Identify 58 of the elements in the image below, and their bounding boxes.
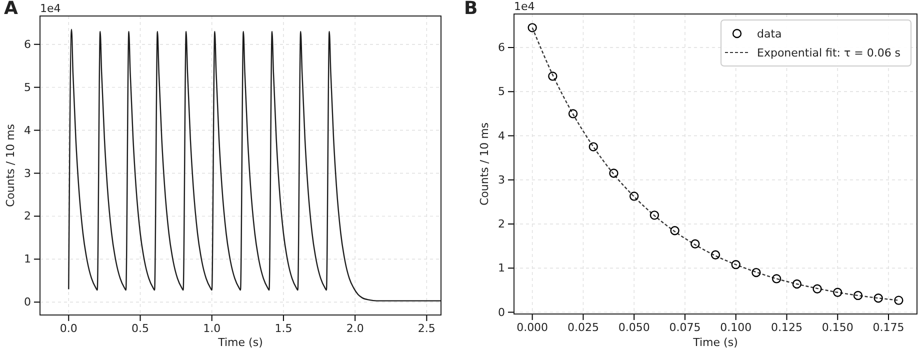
y-tick-label: 0: [498, 306, 505, 319]
x-tick-label: 2.5: [418, 322, 436, 335]
y-tick-label: 2: [24, 210, 31, 223]
point: [710, 250, 720, 260]
point: [812, 284, 822, 294]
x-tick-label: 0.025: [567, 320, 599, 334]
x-tick-label: 0.100: [720, 320, 752, 334]
x-tick-label: 0.050: [618, 320, 650, 334]
y-tick-label: 1: [24, 252, 31, 266]
point: [548, 72, 558, 81]
point: [528, 23, 537, 32]
x-tick-label: 0.075: [669, 320, 701, 334]
point: [670, 226, 680, 236]
y-tick-label: 4: [498, 129, 505, 142]
point: [792, 279, 802, 289]
point: [629, 192, 639, 201]
point: [568, 109, 578, 118]
point: [731, 260, 740, 270]
y-axis-title: Counts / 10 ms: [478, 122, 491, 206]
x-tick-label: 0.0: [60, 322, 78, 335]
line-series: [532, 27, 900, 301]
point: [894, 296, 904, 305]
y-tick-label: 3: [24, 166, 31, 180]
point: [833, 288, 842, 297]
chart-title: B: [464, 0, 478, 19]
text: 1e4: [514, 0, 535, 13]
x-axis-title: Time (s): [692, 336, 738, 349]
x-tick-label: 0.125: [770, 320, 802, 334]
x-tick-label: 1.5: [274, 322, 292, 335]
y-tick-label: 2: [498, 218, 505, 231]
x-tick-label: 0.000: [516, 320, 548, 334]
x-tick-label: 0.5: [132, 322, 149, 335]
y-tick-label: 5: [24, 80, 31, 94]
text: 1e4: [40, 2, 61, 15]
point: [853, 290, 863, 300]
point: [650, 210, 660, 220]
x-tick-label: 0.175: [872, 320, 904, 334]
point: [874, 294, 883, 303]
y-tick-label: 6: [498, 41, 505, 54]
chart-title: A: [4, 0, 18, 19]
y-tick-label: 5: [498, 85, 505, 98]
x-tick-label: 1.0: [203, 322, 221, 335]
point: [690, 239, 700, 248]
legend-label: Exponential fit: τ = 0.06 s: [757, 46, 901, 60]
x-tick-label: 0.150: [822, 320, 854, 334]
y-tick-label: 0: [24, 296, 31, 309]
y-tick-label: 1: [498, 262, 505, 275]
point: [772, 274, 782, 284]
x-axis-title: Time (s): [217, 336, 263, 349]
point: [588, 142, 598, 152]
y-tick-label: 4: [24, 124, 31, 137]
y-axis-title: Counts / 10 ms: [4, 124, 17, 208]
point: [752, 268, 761, 278]
y-tick-label: 3: [498, 173, 505, 186]
x-tick-label: 2.0: [346, 322, 364, 335]
y-tick-label: 6: [24, 38, 31, 51]
point: [609, 168, 618, 178]
legend-label: data: [757, 28, 782, 40]
